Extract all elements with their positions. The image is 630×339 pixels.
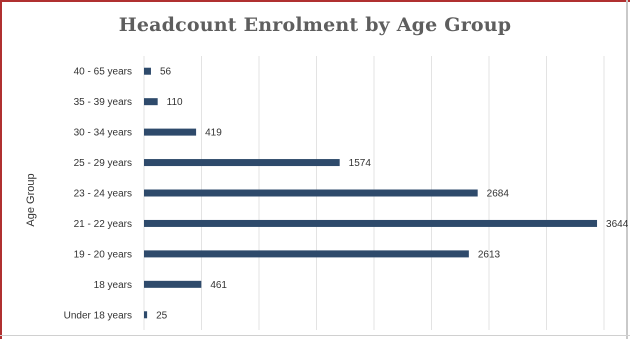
bar [144, 189, 478, 197]
data-label: 1574 [349, 158, 372, 169]
category-label: 35 - 39 years [74, 97, 132, 108]
category-label: 40 - 65 years [74, 67, 132, 78]
bar [144, 219, 598, 227]
data-label: 2613 [478, 249, 501, 260]
category-label: 19 - 20 years [74, 249, 132, 260]
category-label: 21 - 22 years [74, 219, 132, 230]
chart-title: Headcount Enrolment by Age Group [118, 14, 512, 36]
bar [144, 250, 469, 258]
bar [144, 311, 148, 319]
data-label: 110 [167, 97, 183, 108]
category-label: 25 - 29 years [74, 158, 132, 169]
data-label: 419 [205, 128, 222, 139]
data-label: 3644 [606, 219, 629, 230]
bar [144, 98, 158, 106]
category-label: Under 18 years [64, 310, 132, 321]
data-label: 461 [210, 280, 227, 291]
frame-bottom-border [0, 335, 630, 336]
bar [144, 128, 197, 136]
frame-right-border [626, 0, 628, 339]
frame-left-border [0, 0, 2, 339]
category-label: 30 - 34 years [74, 128, 132, 139]
data-label: 2684 [487, 189, 510, 200]
data-label: 56 [160, 67, 172, 78]
bar [144, 280, 202, 288]
category-label: 18 years [94, 280, 132, 291]
frame-top-border [0, 0, 630, 2]
data-label: 25 [156, 310, 168, 321]
bar [144, 67, 151, 75]
category-label: 23 - 24 years [74, 189, 132, 200]
bar [144, 159, 340, 167]
